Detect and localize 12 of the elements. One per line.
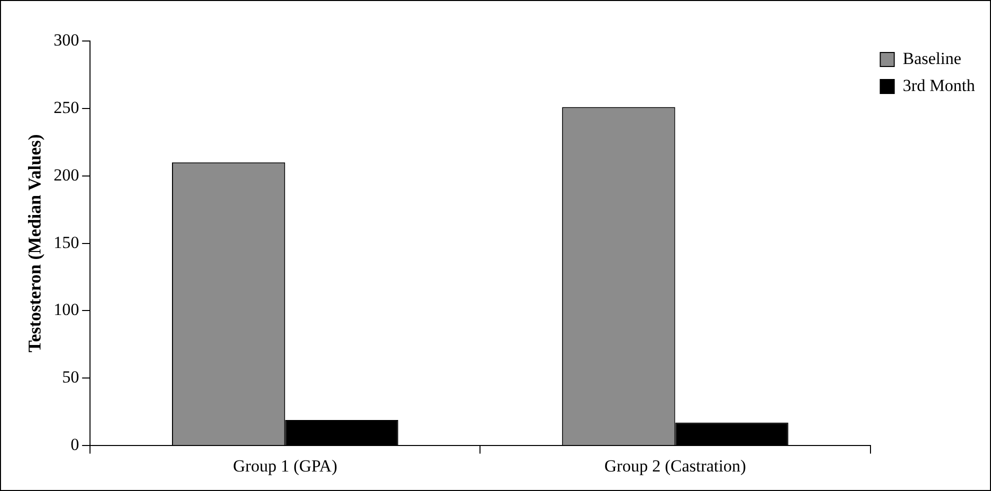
legend-label: Baseline	[902, 48, 962, 68]
y-tick-label: 300	[54, 30, 80, 50]
x-tick-label: Group 2 (Castration)	[604, 456, 746, 476]
y-axis-title: Testosteron (Median Values)	[24, 134, 44, 352]
y-tick-label: 250	[54, 98, 80, 117]
y-tick-label: 100	[54, 300, 80, 320]
x-tick-label: Group 1 (GPA)	[233, 456, 338, 476]
y-tick-label: 50	[62, 368, 80, 387]
y-tick-label: 0	[70, 435, 80, 454]
y-tick-label: 150	[54, 232, 80, 252]
y-tick-label: 200	[54, 165, 80, 184]
legend-label: 3rd Month	[902, 76, 976, 95]
